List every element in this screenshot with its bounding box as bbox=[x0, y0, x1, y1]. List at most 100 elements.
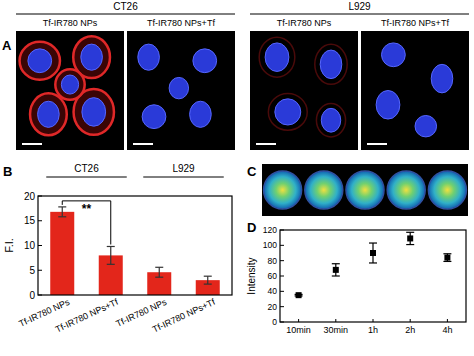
y-tick-label: 60 bbox=[268, 271, 278, 281]
well bbox=[264, 171, 302, 209]
y-tick-label: 15 bbox=[24, 215, 36, 226]
condition-label: Tf-IR780 NPs+Tf bbox=[381, 18, 449, 28]
nucleus bbox=[38, 101, 60, 127]
nucleus bbox=[431, 64, 453, 93]
point bbox=[444, 255, 450, 261]
y-axis-label: F.I. bbox=[3, 238, 15, 253]
figure: A CT26 L929 Tf-IR780 NPs Tf-IR780 NPs+Tf Tf-I… bbox=[0, 0, 474, 356]
y-axis-label: Intensity bbox=[246, 257, 257, 294]
nucleus bbox=[61, 75, 78, 94]
y-tick bbox=[280, 260, 284, 261]
cell-membrane bbox=[259, 37, 295, 77]
scale-bar bbox=[22, 143, 42, 145]
nucleus bbox=[321, 108, 340, 132]
y-tick bbox=[280, 291, 284, 292]
x-tick-label: Tf-IR780 NPs+Tf bbox=[54, 297, 120, 335]
nucleus bbox=[81, 44, 103, 70]
nucleus bbox=[82, 98, 106, 127]
cell-membrane bbox=[55, 69, 84, 99]
y-tick-label: 20 bbox=[268, 302, 278, 312]
x-tick bbox=[373, 319, 374, 322]
nucleus bbox=[275, 99, 301, 125]
x-tick bbox=[335, 319, 336, 322]
plot-frame bbox=[280, 230, 466, 322]
annotation: ** bbox=[82, 202, 92, 216]
y-tick-label: 100 bbox=[263, 240, 277, 250]
group-label: L929 bbox=[172, 163, 195, 174]
cell-membrane bbox=[30, 93, 67, 135]
x-tick-label: 10min bbox=[286, 325, 311, 335]
y-tick-label: 5 bbox=[29, 265, 35, 276]
y-tick bbox=[38, 295, 42, 296]
x-tick-label: 4h bbox=[442, 325, 452, 335]
micrograph bbox=[16, 31, 124, 150]
micrograph bbox=[361, 31, 469, 150]
point bbox=[296, 292, 302, 298]
group-label: CT26 bbox=[74, 163, 99, 174]
point bbox=[333, 267, 339, 273]
point-series bbox=[295, 232, 452, 298]
x-tick-label: Tf-IR780 NPs+Tf bbox=[151, 297, 217, 335]
micrograph bbox=[250, 31, 358, 150]
group-label: CT26 bbox=[113, 1, 138, 12]
x-tick bbox=[410, 319, 411, 322]
well bbox=[387, 171, 425, 209]
x-tick-label: 2h bbox=[405, 325, 415, 335]
condition-label: Tf-IR780 NPs+Tf bbox=[147, 18, 215, 28]
well bbox=[305, 171, 343, 209]
nucleus bbox=[376, 91, 400, 120]
bar bbox=[50, 212, 74, 295]
y-tick bbox=[280, 322, 284, 323]
panel-label: B bbox=[3, 164, 12, 179]
well bbox=[346, 171, 384, 209]
image-background bbox=[262, 164, 468, 216]
error-bar bbox=[107, 246, 115, 264]
y-tick-label: 20 bbox=[24, 191, 36, 202]
nucleus bbox=[320, 50, 342, 79]
y-tick-label: 0 bbox=[272, 317, 277, 327]
y-tick bbox=[280, 306, 284, 307]
x-tick-label: 30min bbox=[324, 325, 349, 335]
y-tick-label: 80 bbox=[268, 256, 278, 266]
error-bar bbox=[406, 232, 414, 244]
scale-bar bbox=[133, 143, 153, 145]
y-tick bbox=[280, 276, 284, 277]
point bbox=[407, 235, 413, 241]
well bbox=[428, 171, 466, 209]
x-tick bbox=[298, 319, 299, 322]
point bbox=[370, 250, 376, 256]
plot-frame bbox=[38, 196, 232, 295]
nucleus bbox=[193, 49, 217, 73]
y-tick-label: 120 bbox=[263, 225, 277, 235]
micrograph-background bbox=[127, 31, 235, 150]
nucleus bbox=[382, 43, 406, 67]
y-tick-label: 40 bbox=[268, 286, 278, 296]
nucleus bbox=[142, 105, 166, 129]
panel-label: D bbox=[247, 220, 256, 235]
y-tick-label: 10 bbox=[24, 240, 36, 251]
nucleus bbox=[265, 43, 289, 72]
fluorescence-image bbox=[262, 164, 468, 216]
bar-series bbox=[50, 207, 220, 295]
y-tick bbox=[280, 230, 284, 231]
error-bar bbox=[58, 207, 66, 217]
scale-bar bbox=[256, 143, 276, 145]
condition-label: Tf-IR780 NPs bbox=[43, 18, 98, 28]
error-bar bbox=[369, 243, 377, 263]
nucleus bbox=[190, 101, 212, 127]
y-tick bbox=[38, 220, 42, 221]
group-line bbox=[46, 177, 127, 178]
y-tick bbox=[38, 270, 42, 271]
panel-label: A bbox=[2, 38, 12, 53]
micrograph-background bbox=[250, 31, 358, 150]
error-bar bbox=[332, 264, 340, 276]
scale-bar bbox=[367, 143, 387, 145]
group-line bbox=[250, 14, 469, 15]
error-bar bbox=[155, 267, 163, 277]
y-tick-label: 0 bbox=[29, 290, 35, 301]
cell-membrane bbox=[20, 42, 60, 80]
y-tick bbox=[38, 245, 42, 246]
x-tick-label: 1h bbox=[368, 325, 378, 335]
condition-label: Tf-IR780 NPs bbox=[277, 18, 332, 28]
y-tick bbox=[280, 245, 284, 246]
